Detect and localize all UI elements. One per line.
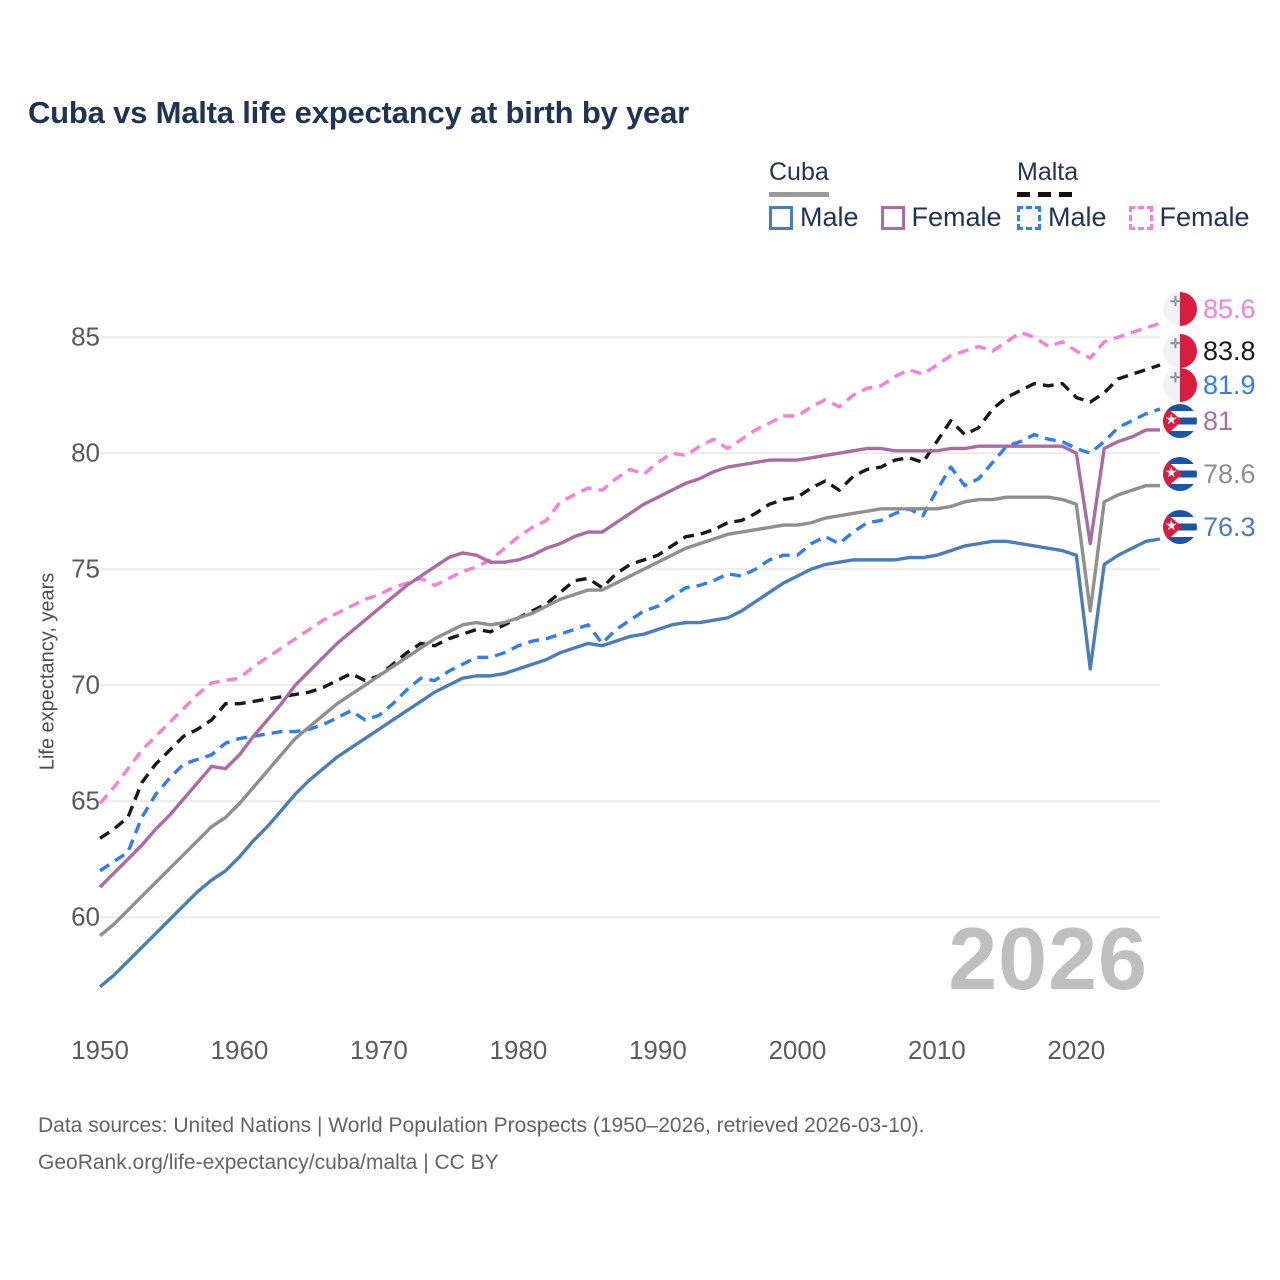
series-lines	[98, 321, 1161, 989]
legend-group-malta-title: Malta	[1017, 158, 1079, 186]
y-axis-ticks: 60 65 70 75 80 85	[20, 0, 100, 1280]
malta-flag-icon: ✛	[1163, 368, 1197, 402]
end-value-label: ★ 76.3	[1163, 507, 1256, 547]
malta-flag-icon: ✛	[1163, 292, 1197, 326]
x-tick-label: 1960	[210, 1035, 269, 1065]
y-tick-label: 65	[71, 785, 100, 816]
legend-swatch-malta-male-icon	[1017, 205, 1041, 230]
y-tick-label: 70	[71, 669, 100, 700]
legend-label-malta-male: Male	[1048, 202, 1107, 232]
legend-swatch-cuba-female-icon	[880, 205, 905, 230]
end-value-text: 85.6	[1203, 293, 1256, 324]
series-line	[98, 321, 1161, 805]
legend-swatch-cuba-male-icon	[769, 205, 793, 230]
y-axis-title: Life expectancy, years	[36, 572, 59, 771]
end-value-text: 78.6	[1203, 458, 1256, 489]
legend-group-cuba: Cuba	[769, 158, 829, 197]
legend-label-cuba-female: Female	[911, 202, 1002, 232]
legend-item-cuba-female[interactable]: Female	[880, 202, 1002, 233]
end-value-label: ★ 78.6	[1163, 454, 1256, 494]
legend-items-malta: Male Female	[1017, 202, 1250, 233]
legend-item-malta-male[interactable]: Male	[1017, 202, 1107, 233]
y-tick-label: 80	[71, 437, 100, 468]
end-value-label: ★ 81	[1163, 401, 1233, 441]
x-tick-label: 1980	[489, 1035, 548, 1065]
page-title: Cuba vs Malta life expectancy at birth b…	[28, 95, 689, 130]
end-value-label: ✛ 81.9	[1163, 365, 1256, 405]
x-tick-label: 2020	[1047, 1035, 1106, 1065]
legend-rule-cuba	[769, 192, 829, 197]
x-tick-label: 2010	[907, 1035, 966, 1065]
x-tick-label: 2000	[768, 1035, 827, 1065]
end-value-text: 81.9	[1203, 369, 1256, 400]
cuba-flag-icon: ★	[1163, 457, 1197, 491]
cuba-flag-icon: ★	[1163, 404, 1197, 438]
x-tick-label: 1990	[628, 1035, 687, 1065]
y-tick-label: 85	[71, 321, 100, 352]
series-line	[98, 428, 1160, 889]
legend-swatch-malta-female-icon	[1128, 205, 1153, 230]
end-value-label: ✛ 83.8	[1163, 331, 1256, 371]
series-line	[99, 363, 1161, 840]
legend-label-cuba-male: Male	[800, 202, 859, 232]
malta-flag-icon: ✛	[1163, 334, 1197, 368]
series-line	[99, 407, 1161, 873]
footer-line-sources: Data sources: United Nations | World Pop…	[38, 1114, 925, 1137]
legend-group-malta: Malta	[1017, 158, 1079, 197]
legend-label-malta-female: Female	[1159, 202, 1250, 232]
end-value-text: 81	[1203, 405, 1234, 436]
series-line	[98, 483, 1160, 938]
footer-line-attribution: GeoRank.org/life-expectancy/cuba/malta |…	[38, 1150, 499, 1174]
y-tick-label: 60	[71, 901, 100, 932]
x-tick-label: 1970	[350, 1035, 408, 1065]
legend-item-malta-female[interactable]: Female	[1128, 202, 1250, 233]
cuba-flag-icon: ★	[1163, 510, 1197, 544]
y-tick-label: 75	[71, 553, 100, 584]
legend-rule-malta	[1017, 192, 1079, 197]
legend-group-cuba-title: Cuba	[769, 158, 829, 186]
legend-item-cuba-male[interactable]: Male	[769, 202, 859, 233]
gridlines	[100, 336, 1160, 919]
x-tick-label: 1950	[71, 1035, 129, 1065]
legend-items-cuba: Male Female	[769, 202, 1002, 233]
end-value-text: 83.8	[1203, 335, 1256, 366]
legend: Cuba Malta Male Female Male Fem	[755, 158, 1255, 243]
footer: Data sources: United Nations | World Pop…	[38, 1108, 924, 1182]
end-value-text: 76.3	[1203, 511, 1256, 542]
year-watermark: 2026	[948, 909, 1148, 1008]
end-value-label: ✛ 85.6	[1163, 289, 1256, 329]
